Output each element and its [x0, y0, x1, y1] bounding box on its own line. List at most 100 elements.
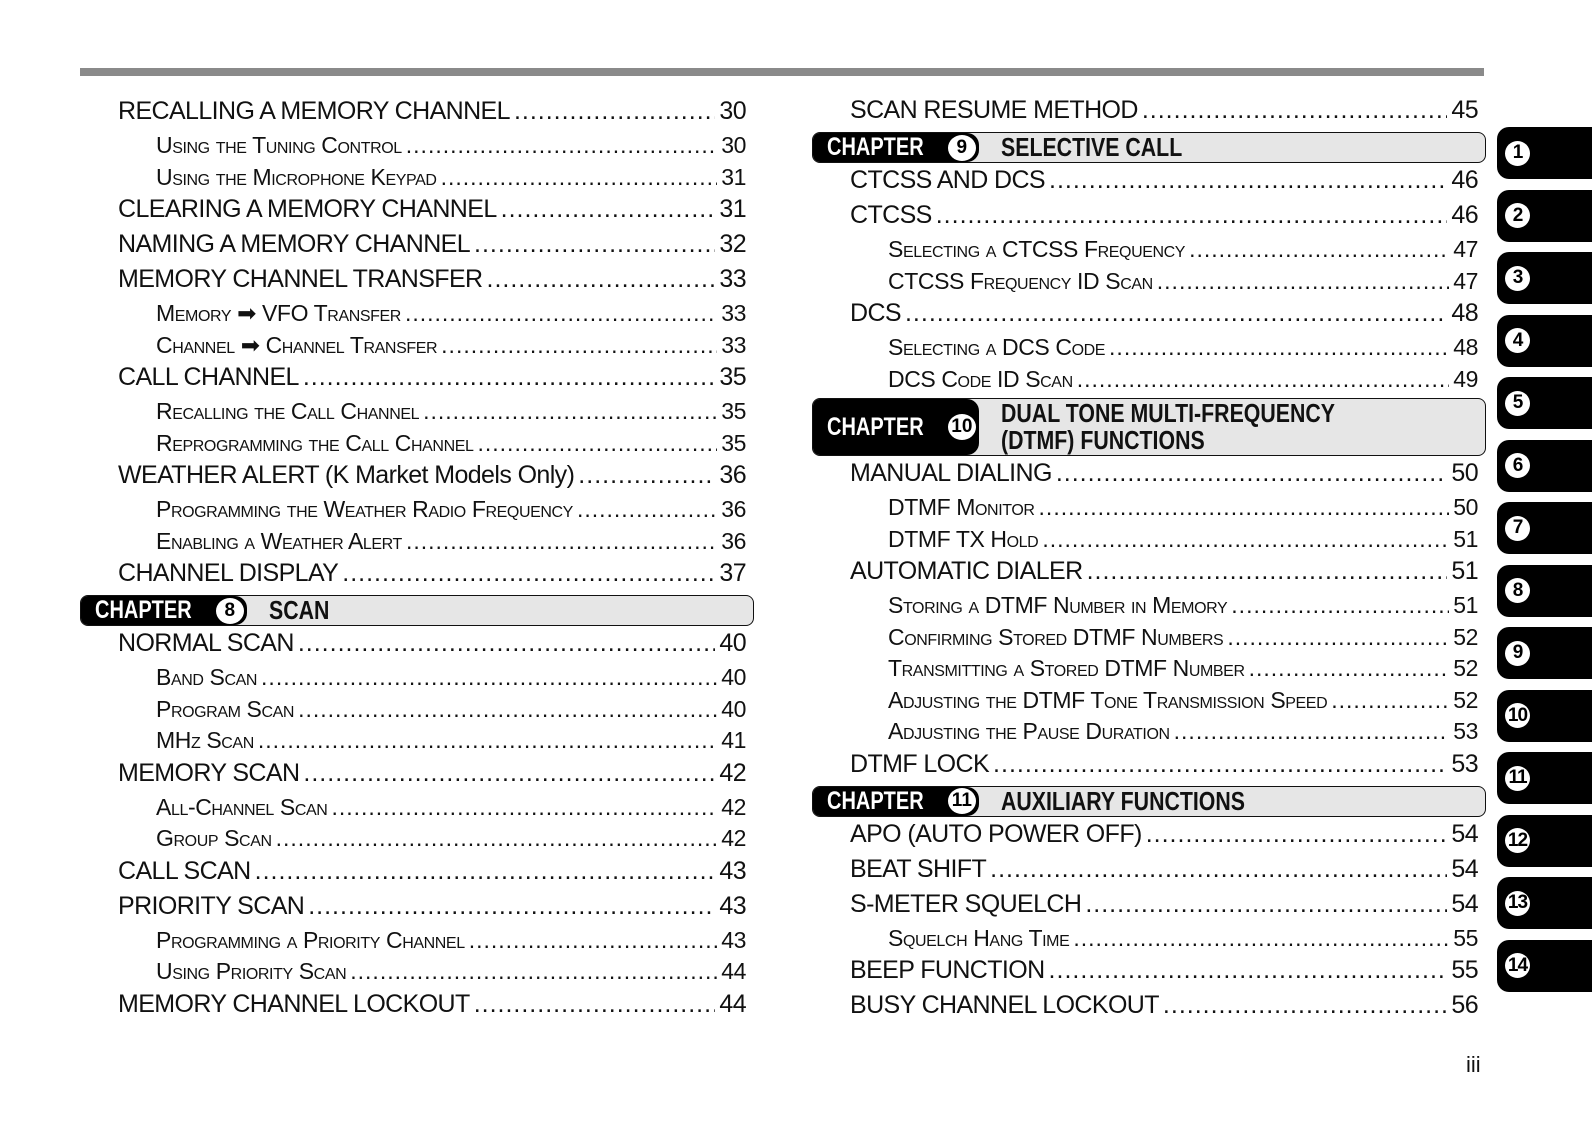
dot-leader	[255, 857, 716, 886]
entry-page: 49	[1453, 365, 1478, 392]
chapter-tab[interactable]: 3	[1497, 252, 1592, 304]
toc-subentry[interactable]: Recalling the Call Channel 35	[80, 398, 754, 430]
dot-leader	[441, 332, 717, 359]
toc-entry[interactable]: BEEP FUNCTION 55	[812, 956, 1486, 991]
entry-page: 31	[721, 163, 746, 190]
entry-title: Using the Microphone Keypad	[156, 163, 437, 190]
toc-entry[interactable]: CLEARING A MEMORY CHANNEL 31	[80, 195, 754, 230]
entry-page: 47	[1453, 236, 1478, 262]
chapter-tab[interactable]: 14	[1497, 939, 1592, 992]
toc-entry[interactable]: SCAN RESUME METHOD 45	[812, 96, 1486, 131]
chapter-tab[interactable]: 4	[1497, 314, 1592, 367]
entry-title: BUSY CHANNEL LOCKOUT	[850, 991, 1160, 1019]
chapter-heading: CHAPTER 10 DUAL TONE MULTI-FREQUENCY (DTMF…	[812, 398, 1486, 456]
dot-leader	[303, 759, 715, 788]
toc-entry[interactable]: DCS 48	[812, 299, 1486, 334]
dot-leader	[990, 855, 1447, 884]
toc-entry[interactable]: CALL SCAN 43	[80, 857, 754, 892]
toc-entry[interactable]: MEMORY SCAN 42	[80, 759, 754, 794]
toc-entry[interactable]: NAMING A MEMORY CHANNEL 32	[80, 230, 754, 265]
toc-subentry[interactable]: Using the Tuning Control 30	[80, 132, 754, 164]
entry-title: MEMORY CHANNEL LOCKOUT	[118, 989, 470, 1018]
toc-subentry[interactable]: Reprogramming the Call Channel 35	[80, 430, 754, 462]
dot-leader	[1249, 655, 1450, 682]
toc-entry[interactable]: WEATHER ALERT (K Market Models Only) 36	[80, 461, 754, 496]
entry-title: WEATHER ALERT (K Market Models Only)	[118, 461, 575, 489]
dot-leader	[1039, 494, 1450, 521]
entry-title: Program Scan	[156, 695, 295, 722]
chapter-tab-number: 13	[1505, 890, 1530, 916]
chapter-title: DUAL TONE MULTI-FREQUENCY (DTMF) FUNCTIO…	[1001, 398, 1336, 455]
toc-entry[interactable]: S-METER SQUELCH 54	[812, 890, 1486, 925]
entry-page: 42	[721, 793, 746, 820]
toc-subentry[interactable]: Enabling a Weather Alert 36	[80, 528, 754, 560]
chapter-tab[interactable]: 10	[1497, 689, 1592, 742]
chapter-title: SELECTIVE CALL	[1001, 132, 1183, 162]
toc-subentry[interactable]: Programming a Priority Channel 43	[80, 927, 754, 959]
chapter-tab[interactable]: 13	[1497, 877, 1592, 929]
toc-subentry[interactable]: Programming the Weather Radio Frequency 3…	[80, 496, 754, 528]
chapter-tab[interactable]: 5	[1497, 377, 1592, 429]
toc-subentry[interactable]: Band Scan 40	[80, 664, 754, 696]
chapter-tab[interactable]: 6	[1497, 439, 1592, 492]
toc-subentry[interactable]: Program Scan 40	[80, 696, 754, 728]
toc-entry[interactable]: MEMORY CHANNEL LOCKOUT 44	[80, 990, 754, 1025]
entry-page: 50	[1453, 494, 1478, 520]
toc-entry[interactable]: DTMF LOCK 53	[812, 750, 1486, 785]
toc-entry[interactable]: BUSY CHANNEL LOCKOUT 56	[812, 991, 1486, 1026]
toc-entry[interactable]: RECALLING A MEMORY CHANNEL 30	[80, 97, 754, 132]
chapter-tab-number: 10	[1505, 703, 1530, 728]
chapter-tab[interactable]: 9	[1497, 627, 1592, 679]
entry-title: DCS Code ID Scan	[888, 365, 1073, 392]
toc-subentry[interactable]: Selecting a CTCSS Frequency 47	[812, 236, 1486, 268]
toc-entry[interactable]: CTCSS 46	[812, 201, 1486, 236]
toc-subentry[interactable]: Group Scan 42	[80, 825, 754, 857]
toc-subentry[interactable]: CTCSS Frequency ID Scan 47	[812, 268, 1486, 300]
toc-subentry[interactable]: DCS Code ID Scan 49	[812, 366, 1486, 398]
toc-entry[interactable]: APO (AUTO POWER OFF) 54	[812, 820, 1486, 855]
toc-entry[interactable]: MEMORY CHANNEL TRANSFER 33	[80, 265, 754, 300]
toc-subentry[interactable]: Storing a DTMF Number in Memory 51	[812, 592, 1486, 624]
dot-leader	[1231, 592, 1449, 619]
chapter-tab[interactable]: 2	[1497, 189, 1592, 242]
entry-page: 52	[1453, 655, 1478, 681]
toc-subentry[interactable]: Squelch Hang Time 55	[812, 925, 1486, 957]
toc-subentry[interactable]: Transmitting a Stored DTMF Number 52	[812, 655, 1486, 687]
toc-entry[interactable]: MANUAL DIALING 50	[812, 459, 1486, 494]
entry-title: Reprogramming the Call Channel	[156, 429, 474, 456]
chapter-tab[interactable]: 7	[1497, 502, 1592, 554]
toc-subentry[interactable]: Confirming Stored DTMF Numbers 52	[812, 624, 1486, 656]
dot-leader	[1227, 624, 1449, 651]
chapter-tab[interactable]: 11	[1497, 752, 1592, 804]
toc-entry[interactable]: NORMAL SCAN 40	[80, 629, 754, 664]
toc-left-column: RECALLING A MEMORY CHANNEL30Using the Tu…	[80, 97, 754, 1025]
dot-leader	[331, 794, 717, 821]
toc-entry[interactable]: CALL CHANNEL 35	[80, 363, 754, 398]
dot-leader	[1142, 96, 1448, 125]
entry-page: 51	[1451, 557, 1478, 585]
chapter-tab-number: 1	[1505, 140, 1530, 166]
toc-subentry[interactable]: All-Channel Scan 42	[80, 794, 754, 826]
toc-subentry[interactable]: Using the Microphone Keypad 31	[80, 164, 754, 196]
chapter-tab[interactable]: 8	[1497, 564, 1592, 617]
entry-title: MANUAL DIALING	[850, 459, 1052, 487]
toc-entry[interactable]: AUTOMATIC DIALER 51	[812, 557, 1486, 592]
toc-subentry[interactable]: Selecting a DCS Code 48	[812, 334, 1486, 366]
chapter-tab[interactable]: 1	[1497, 127, 1592, 179]
toc-subentry[interactable]: DTMF TX Hold 51	[812, 526, 1486, 558]
dot-leader	[1146, 820, 1448, 849]
toc-entry[interactable]: BEAT SHIFT 54	[812, 855, 1486, 890]
toc-subentry[interactable]: DTMF Monitor 50	[812, 494, 1486, 526]
toc-subentry[interactable]: Adjusting the Pause Duration 53	[812, 718, 1486, 750]
toc-entry[interactable]: PRIORITY SCAN 43	[80, 892, 754, 927]
toc-entry[interactable]: CHANNEL DISPLAY 37	[80, 559, 754, 594]
chapter-tab-number: 12	[1505, 828, 1530, 853]
toc-subentry[interactable]: MHz Scan 41	[80, 727, 754, 759]
toc-subentry[interactable]: Memory ➡ VFO Transfer 33	[80, 300, 754, 332]
toc-subentry[interactable]: Adjusting the DTMF Tone Transmission Spe…	[812, 687, 1486, 719]
toc-entry[interactable]: CTCSS AND DCS 46	[812, 166, 1486, 201]
toc-subentry[interactable]: Channel ➡ Channel Transfer 33	[80, 332, 754, 364]
entry-page: 36	[721, 496, 746, 522]
toc-subentry[interactable]: Using Priority Scan 44	[80, 958, 754, 990]
chapter-tab[interactable]: 12	[1497, 814, 1592, 867]
